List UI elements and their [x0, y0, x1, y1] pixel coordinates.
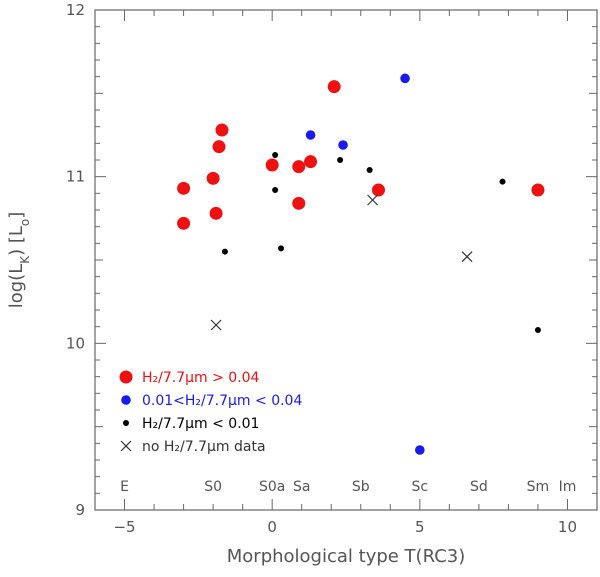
legend-label-1: H₂/7.7μm > 0.04: [142, 370, 260, 386]
x-tick-label: −5: [113, 518, 135, 536]
data-point-series-2: [415, 445, 425, 455]
type-label: Sa: [293, 479, 310, 495]
axis-tick-labels: −5 0 5 10 9 10 11 12: [66, 1, 577, 536]
x-axis-title: Morphological type T(RC3): [227, 546, 465, 567]
data-point-series-2: [400, 73, 410, 84]
type-label: Sc: [412, 479, 429, 495]
data-point-series-1: [531, 183, 545, 197]
data-point-series-3: [337, 157, 344, 163]
legend-label-2: 0.01<H₂/7.7μm < 0.04: [142, 393, 302, 409]
type-label: S0a: [259, 479, 285, 495]
legend: H₂/7.7μm > 0.04 0.01<H₂/7.7μm < 0.04 H₂/7.…: [119, 370, 302, 455]
y-tick-label: 10: [66, 334, 85, 352]
legend-marker-4: [120, 440, 132, 452]
data-point-series-2: [305, 130, 316, 140]
data-point-series-1: [212, 140, 226, 154]
data-point-series-4: [461, 251, 473, 263]
legend-marker-2: [121, 395, 131, 405]
morph-type-labels: E S0 S0a Sa Sb Sc Sd Sm Im: [120, 479, 576, 495]
type-label: Sm: [527, 479, 550, 495]
plot-frame: [94, 9, 598, 511]
data-point-series-1: [371, 183, 385, 197]
legend-label-3: H₂/7.7μm < 0.01: [142, 416, 259, 432]
y-tick-label: 11: [66, 168, 85, 186]
legend-marker-3: [123, 420, 129, 426]
data-point-series-3: [272, 187, 279, 193]
type-label: Sd: [470, 479, 488, 495]
axis-ticks: [94, 9, 598, 511]
x-tick-label: 10: [558, 518, 577, 536]
data-point-series-1: [304, 155, 318, 169]
legend-label-4: no H₂/7.7μm data: [142, 439, 266, 455]
x-tick-label: 5: [415, 518, 425, 536]
data-point-series-1: [292, 196, 306, 210]
data-point-series-1: [292, 160, 306, 174]
data-point-series-1: [327, 80, 341, 94]
data-point-series-1: [209, 206, 223, 220]
y-tick-label: 12: [66, 1, 85, 19]
data-point-series-4: [367, 194, 379, 206]
data-point-series-3: [366, 167, 373, 173]
data-point-series-1: [206, 171, 220, 185]
data-point-series-2: [338, 140, 348, 150]
type-label: Sb: [352, 479, 370, 495]
data-point-series-3: [534, 327, 541, 333]
data-point-series-1: [215, 123, 229, 137]
data-point-series-3: [272, 152, 279, 158]
data-point-series-1: [265, 158, 279, 172]
data-point-series-1: [177, 181, 191, 195]
data-point-series-4: [210, 319, 222, 331]
type-label: E: [120, 479, 129, 495]
type-label: Im: [559, 479, 577, 495]
data-point-series-3: [278, 245, 285, 252]
data-point-series-1: [177, 216, 191, 230]
data-point-series-3: [499, 178, 506, 185]
y-axis-title: log(LK) [Lo]: [6, 212, 32, 309]
x-tick-label: 0: [267, 518, 277, 536]
y-tick-label: 9: [75, 501, 85, 519]
legend-marker-1: [119, 370, 133, 384]
data-point-series-3: [221, 248, 228, 255]
data-points: [177, 73, 545, 455]
type-label: S0: [204, 479, 222, 495]
